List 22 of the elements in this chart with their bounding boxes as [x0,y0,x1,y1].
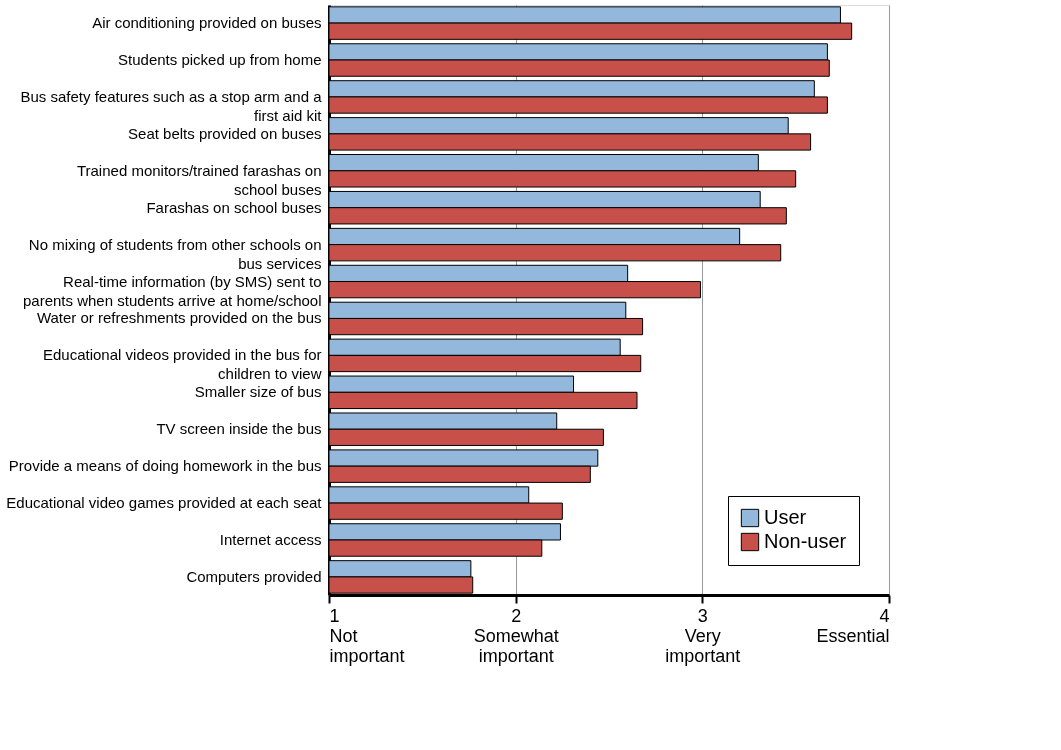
y-tick-label: Bus safety features such as a stop arm and a first aid kit [20,87,323,124]
y-tick-label: Trained monitors/trained farashas on school buses [76,161,322,198]
y-tick-label: Provide a means of doing homework in the bus [8,457,322,475]
y-tick-label: TV screen inside the bus [156,420,322,438]
legend-label: User [764,506,807,528]
legend-label: Non-user [764,530,847,552]
y-tick-label: Educational video games provided at each seat [6,494,323,512]
y-tick-label: Water or refreshments provided on the bus [36,309,322,327]
y-tick-label: Students picked up from home [118,51,322,69]
y-tick-label: Computers provided [186,567,322,585]
y-tick-label: Educational videos provided in the bus for children to view [42,346,322,383]
y-tick-label: No mixing of students from other schools on bus services [28,235,322,272]
x-tick-label: 3 Very important [665,605,741,666]
y-tick-label: Seat belts provided on buses [128,124,322,142]
x-tick-label: 4 Essential [816,605,890,646]
y-tick-label: Air conditioning provided on buses [92,14,322,32]
y-tick-label: Smaller size of bus [194,383,322,401]
y-tick-label: Real-time information (by SMS) sent to parents when students arrive at home/school [23,272,322,309]
y-tick-label: Internet access [219,530,322,548]
x-tick-label: 2 Somewhat important [473,605,559,666]
x-tick-label: 1 Not important [329,605,405,666]
y-tick-label: Farashas on school buses [146,198,322,216]
